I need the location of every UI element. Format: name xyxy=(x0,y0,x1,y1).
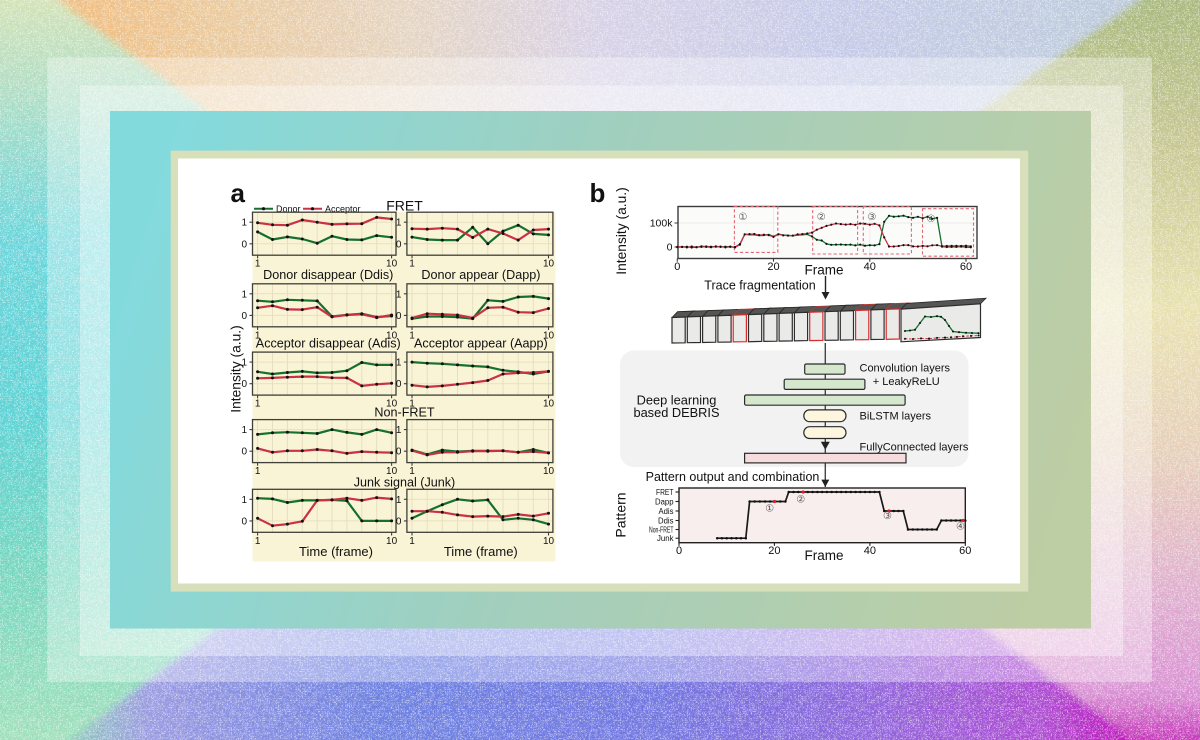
svg-text:①: ① xyxy=(738,212,747,223)
svg-text:Non-FRET: Non-FRET xyxy=(649,525,674,534)
svg-text:10: 10 xyxy=(543,330,555,341)
svg-text:20: 20 xyxy=(767,261,779,273)
svg-text:based DEBRIS: based DEBRIS xyxy=(633,405,719,420)
svg-text:b: b xyxy=(590,178,606,208)
svg-text:1: 1 xyxy=(255,259,261,270)
svg-text:Deep learning: Deep learning xyxy=(637,393,717,408)
svg-text:+ LeakyReLU: + LeakyReLU xyxy=(873,376,940,388)
svg-text:1: 1 xyxy=(255,536,261,547)
svg-text:FRET: FRET xyxy=(386,197,423,213)
svg-text:10: 10 xyxy=(543,536,555,547)
svg-text:10: 10 xyxy=(386,399,398,410)
svg-text:Trace fragmentation: Trace fragmentation xyxy=(704,279,815,293)
svg-text:Donor: Donor xyxy=(276,204,301,214)
svg-text:Junk signal (Junk): Junk signal (Junk) xyxy=(354,476,456,490)
svg-text:10: 10 xyxy=(543,399,555,410)
svg-text:Frame: Frame xyxy=(804,548,843,563)
svg-text:③: ③ xyxy=(867,212,876,223)
svg-text:1: 1 xyxy=(241,218,247,229)
svg-text:②: ② xyxy=(796,494,805,505)
svg-text:0: 0 xyxy=(396,311,402,322)
svg-text:60: 60 xyxy=(959,545,971,557)
svg-text:1: 1 xyxy=(409,399,415,410)
svg-text:Acceptor disappear (Adis): Acceptor disappear (Adis) xyxy=(256,336,401,350)
svg-text:②: ② xyxy=(817,212,826,223)
svg-text:Frame: Frame xyxy=(804,263,843,278)
svg-text:1: 1 xyxy=(396,358,402,369)
svg-text:1: 1 xyxy=(255,399,261,410)
svg-text:FRET: FRET xyxy=(656,488,674,497)
svg-text:40: 40 xyxy=(864,545,876,557)
svg-text:10: 10 xyxy=(386,466,398,477)
svg-text:0: 0 xyxy=(241,516,247,527)
svg-text:FullyConnected layers: FullyConnected layers xyxy=(860,441,969,453)
svg-text:1: 1 xyxy=(255,330,261,341)
svg-text:Acceptor: Acceptor xyxy=(325,204,361,214)
svg-text:0: 0 xyxy=(667,242,673,254)
svg-text:0: 0 xyxy=(676,545,682,557)
svg-text:0: 0 xyxy=(396,239,402,250)
svg-text:0: 0 xyxy=(241,239,247,250)
svg-text:BiLSTM layers: BiLSTM layers xyxy=(860,411,932,423)
svg-text:Acceptor appear (Aapp): Acceptor appear (Aapp) xyxy=(414,336,548,350)
svg-text:1: 1 xyxy=(255,466,261,477)
svg-text:Junk: Junk xyxy=(657,534,674,543)
svg-text:1: 1 xyxy=(241,495,247,506)
svg-text:1: 1 xyxy=(409,259,415,270)
svg-text:10: 10 xyxy=(543,466,555,477)
svg-text:Pattern output and combination: Pattern output and combination xyxy=(646,470,820,484)
svg-text:1: 1 xyxy=(396,218,402,229)
svg-text:④: ④ xyxy=(956,522,965,533)
svg-text:③: ③ xyxy=(883,511,892,522)
svg-text:1: 1 xyxy=(396,495,402,506)
svg-text:①: ① xyxy=(765,504,774,515)
svg-text:Dapp: Dapp xyxy=(655,497,674,506)
svg-text:1: 1 xyxy=(409,330,415,341)
svg-text:20: 20 xyxy=(768,545,780,557)
svg-text:Intensity (a.u.): Intensity (a.u.) xyxy=(614,187,629,274)
svg-text:a: a xyxy=(231,178,246,208)
svg-text:Pattern: Pattern xyxy=(613,492,629,537)
svg-text:40: 40 xyxy=(864,261,876,273)
svg-text:Donor disappear (Ddis): Donor disappear (Ddis) xyxy=(263,268,393,282)
svg-text:10: 10 xyxy=(386,330,398,341)
svg-text:0: 0 xyxy=(241,379,247,390)
svg-text:1: 1 xyxy=(409,466,415,477)
svg-text:1: 1 xyxy=(241,425,247,436)
svg-text:1: 1 xyxy=(241,289,247,300)
svg-text:1: 1 xyxy=(396,425,402,436)
svg-text:10: 10 xyxy=(543,259,555,270)
svg-text:Time (frame): Time (frame) xyxy=(444,544,518,559)
svg-text:0: 0 xyxy=(241,447,247,458)
svg-text:10: 10 xyxy=(386,259,398,270)
svg-text:0: 0 xyxy=(396,379,402,390)
svg-text:0: 0 xyxy=(241,311,247,322)
svg-text:Time (frame): Time (frame) xyxy=(299,544,373,559)
svg-text:60: 60 xyxy=(960,261,972,273)
svg-text:Ddis: Ddis xyxy=(658,516,674,525)
svg-text:1: 1 xyxy=(396,289,402,300)
svg-text:1: 1 xyxy=(241,358,247,369)
svg-text:10: 10 xyxy=(386,536,398,547)
svg-text:Adis: Adis xyxy=(659,507,674,516)
svg-text:100k: 100k xyxy=(650,218,674,230)
svg-text:④: ④ xyxy=(927,214,936,225)
svg-text:0: 0 xyxy=(396,516,402,527)
svg-text:Non-FRET: Non-FRET xyxy=(374,405,434,419)
svg-text:Intensity (a.u.): Intensity (a.u.) xyxy=(229,325,244,412)
svg-text:1: 1 xyxy=(409,536,415,547)
svg-text:Donor appear (Dapp): Donor appear (Dapp) xyxy=(421,268,540,282)
svg-text:0: 0 xyxy=(396,447,402,458)
svg-text:Convolution layers: Convolution layers xyxy=(860,363,951,375)
svg-text:0: 0 xyxy=(674,261,680,273)
